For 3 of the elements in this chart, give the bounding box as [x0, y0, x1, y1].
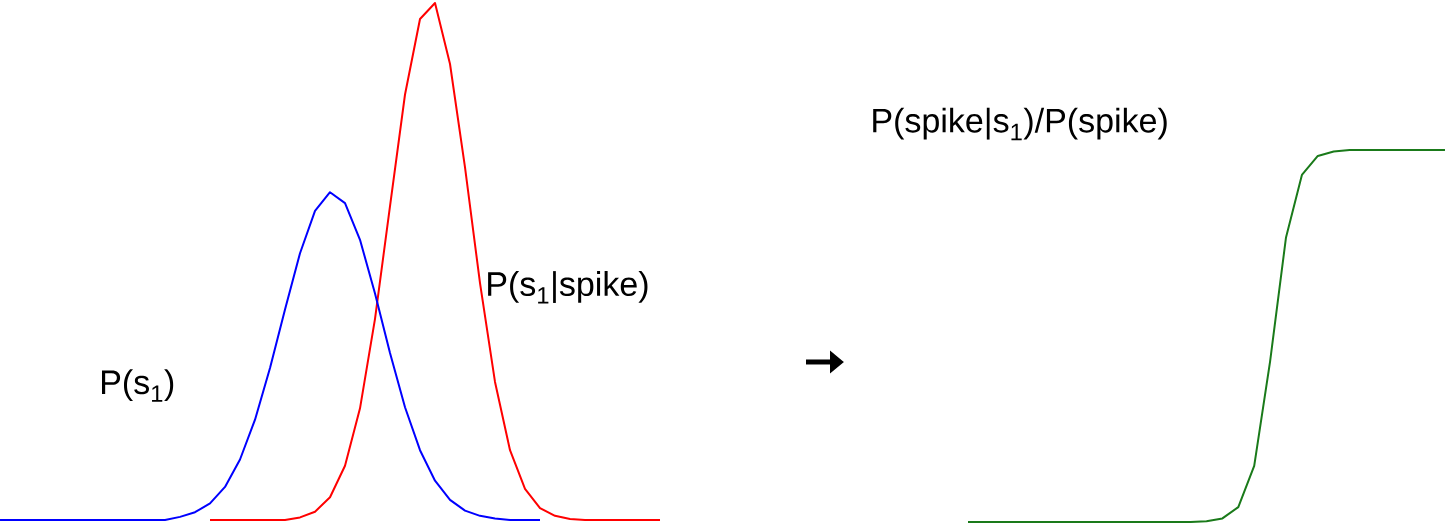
series-label: P(s$_{1}$|spike) — [488, 271, 648, 304]
text: P(spike|s$_{1}$)/P(spike) — [873, 107, 1167, 141]
text: P(s$_{1}$) — [102, 369, 174, 402]
